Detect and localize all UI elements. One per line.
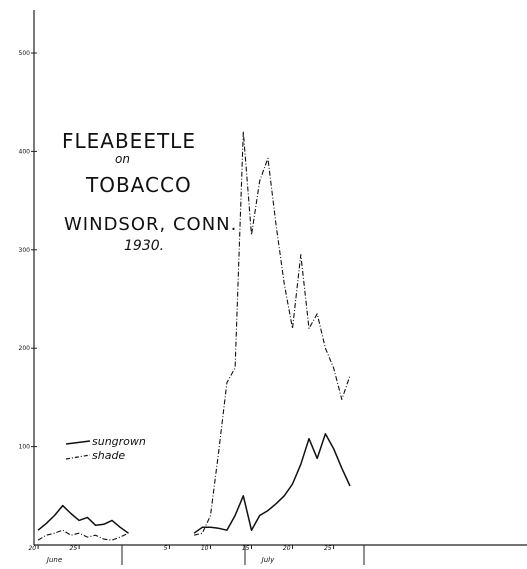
month-label: July bbox=[260, 556, 275, 564]
y-tick-label: 300 bbox=[19, 247, 31, 254]
series-lines bbox=[37, 131, 351, 541]
x-axis-ticks: 20 25 5 10 15 20 25 bbox=[28, 545, 335, 552]
x-tick-label: 25 bbox=[70, 545, 78, 552]
title-line-1: FLEABEETLE bbox=[62, 129, 196, 153]
title-line-4: WINDSOR, CONN. bbox=[64, 214, 237, 235]
legend-label-shade: shade bbox=[92, 449, 125, 462]
x-tick-label: 20 bbox=[283, 545, 291, 552]
x-tick-label: 5 bbox=[164, 545, 168, 552]
x-tick-label: 15 bbox=[242, 545, 250, 552]
series-line-sungrown-2 bbox=[193, 433, 351, 534]
legend-swatch-sungrown bbox=[65, 440, 91, 445]
legend: sungrown shade bbox=[65, 435, 146, 462]
y-axis-ticks: 100 200 300 400 500 bbox=[19, 50, 37, 451]
y-tick-label: 100 bbox=[19, 444, 31, 451]
x-tick-label: 20 bbox=[28, 545, 36, 552]
chart-axes bbox=[33, 10, 527, 565]
y-tick-label: 400 bbox=[19, 148, 31, 155]
x-tick-label: 25 bbox=[324, 545, 332, 552]
title-line-3: TOBACCO bbox=[85, 173, 192, 197]
legend-label-sungrown: sungrown bbox=[92, 435, 146, 448]
series-line-shade-2 bbox=[193, 131, 351, 536]
series-line-shade-1 bbox=[37, 529, 129, 541]
month-label: June bbox=[45, 556, 62, 564]
series-line-sungrown-1 bbox=[37, 504, 129, 534]
legend-swatch-shade bbox=[65, 454, 91, 460]
x-tick-label: 10 bbox=[201, 545, 209, 552]
title-line-5: 1930. bbox=[124, 238, 164, 254]
title-line-2: on bbox=[115, 152, 130, 166]
chart-title: FLEABEETLE on TOBACCO WINDSOR, CONN. 193… bbox=[62, 129, 237, 254]
y-tick-label: 200 bbox=[19, 345, 31, 352]
month-labels: June July bbox=[45, 556, 275, 564]
y-tick-label: 500 bbox=[19, 50, 31, 57]
